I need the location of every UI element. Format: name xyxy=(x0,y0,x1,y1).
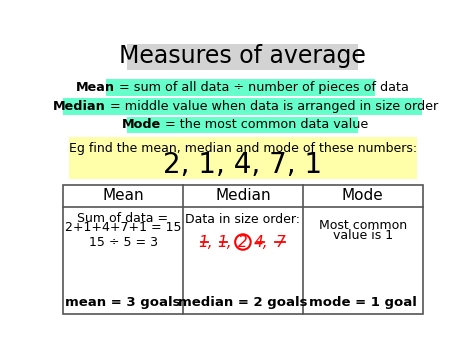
Text: = middle value when data is arranged in size order: = middle value when data is arranged in … xyxy=(106,100,438,113)
Text: Sum of data =: Sum of data = xyxy=(77,212,169,225)
Bar xyxy=(63,185,423,313)
Text: Mode: Mode xyxy=(122,119,161,131)
Text: mean = 3 goals: mean = 3 goals xyxy=(65,296,181,308)
Text: Mode: Mode xyxy=(342,189,383,203)
Text: Median: Median xyxy=(215,189,271,203)
Text: 1,: 1, xyxy=(199,235,213,250)
FancyBboxPatch shape xyxy=(128,116,358,133)
Text: = sum of all data ÷ number of pieces of data: = sum of all data ÷ number of pieces of … xyxy=(115,81,409,94)
FancyBboxPatch shape xyxy=(69,137,417,179)
Text: Measures of average: Measures of average xyxy=(119,44,366,69)
Text: mode = 1 goal: mode = 1 goal xyxy=(309,296,417,308)
Text: 2+1+4+7+1 = 15: 2+1+4+7+1 = 15 xyxy=(65,221,182,234)
FancyBboxPatch shape xyxy=(128,44,358,70)
Text: 2: 2 xyxy=(238,235,248,250)
Text: Median = middle value when data is arranged in size order: Median = middle value when data is arran… xyxy=(53,100,432,113)
Text: 15 ÷ 5 = 3: 15 ÷ 5 = 3 xyxy=(89,235,157,248)
Text: value is 1: value is 1 xyxy=(333,229,393,242)
Text: Mean = sum of all data ÷ number of pieces of data: Mean = sum of all data ÷ number of piece… xyxy=(76,81,405,94)
Text: Most common: Most common xyxy=(319,219,407,231)
Text: Mean: Mean xyxy=(102,189,144,203)
Text: Median: Median xyxy=(53,100,106,113)
Text: 1,: 1, xyxy=(217,235,232,250)
FancyBboxPatch shape xyxy=(63,98,422,115)
Text: Eg find the mean, median and mode of these numbers:: Eg find the mean, median and mode of the… xyxy=(69,142,417,154)
Text: Mean: Mean xyxy=(76,81,115,94)
Text: 4,: 4, xyxy=(254,235,269,250)
Text: 2, 1, 4, 7, 1: 2, 1, 4, 7, 1 xyxy=(164,151,322,179)
Text: 7: 7 xyxy=(275,235,285,250)
Text: Mode = the most common data value: Mode = the most common data value xyxy=(122,119,364,131)
FancyBboxPatch shape xyxy=(106,79,375,96)
Text: = the most common data value: = the most common data value xyxy=(161,119,368,131)
Text: median = 2 goals: median = 2 goals xyxy=(178,296,308,308)
Text: Data in size order:: Data in size order: xyxy=(185,213,301,226)
